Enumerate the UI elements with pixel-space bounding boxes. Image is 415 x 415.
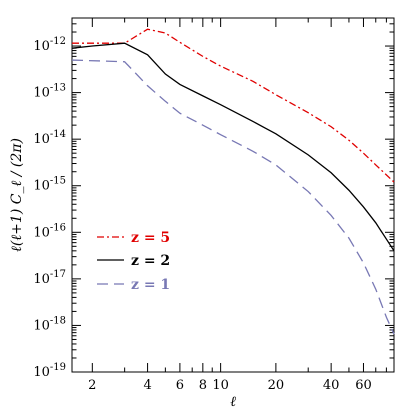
plot-frame: [71, 17, 395, 373]
y-tick-label: 10-13: [33, 83, 66, 101]
legend-label: z = 2: [131, 253, 170, 269]
x-tick-label: 4: [143, 378, 151, 393]
x-tick-label: 10: [212, 378, 229, 393]
y-tick-label: 10-17: [33, 269, 66, 287]
y-axis-label: ℓ(ℓ+1) C_ℓ / (2π): [9, 138, 25, 252]
series-lines: [71, 28, 395, 335]
legend-label: z = 5: [131, 230, 170, 246]
y-tick-label: 10-12: [33, 36, 66, 54]
series-line: [72, 28, 395, 183]
x-tick-label: 20: [268, 378, 285, 393]
axis-ticks: 10-19 10-18 10-17 10-16 10-15 10-14 10-13 10-12…: [33, 17, 394, 393]
y-tick-label: 10-15: [33, 176, 66, 194]
x-tick-label: 6: [176, 378, 184, 393]
y-tick-label: 10-14: [33, 129, 66, 147]
series-line: [71, 42, 395, 252]
x-tick-label: 2: [88, 378, 96, 393]
x-axis-label: ℓ: [230, 394, 236, 410]
y-tick-label: 10-19: [33, 362, 66, 380]
x-tick-label: 60: [355, 378, 372, 393]
x-tick-label: 40: [323, 378, 340, 393]
series-line: [71, 59, 395, 335]
legend-label: z = 1: [131, 277, 170, 293]
y-tick-label: 10-18: [33, 315, 66, 333]
legend: z = 5 z = 2 z = 1: [97, 230, 170, 293]
x-tick-label: 8: [199, 378, 207, 393]
y-tick-label: 10-16: [33, 222, 66, 240]
